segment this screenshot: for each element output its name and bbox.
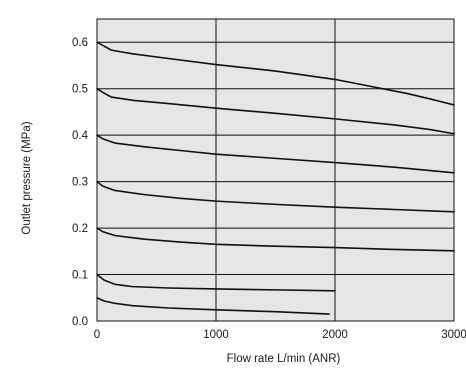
series-line-4 [96, 180, 455, 213]
y-tick-label: 0.4 [72, 130, 89, 142]
series-line-3 [96, 134, 455, 174]
y-axis-label: Outlet pressure (MPa) [21, 121, 33, 234]
x-tick-label: 2000 [322, 329, 348, 341]
x-tick-label: 3000 [441, 329, 466, 341]
series-line-6 [96, 273, 336, 292]
grid-layer [97, 19, 454, 321]
series-line-2 [96, 87, 455, 135]
y-tick-label: 0.1 [72, 270, 88, 282]
series-line-7 [96, 296, 330, 315]
y-tick-label: 0.0 [72, 316, 88, 328]
y-tick-label: 0.5 [72, 84, 88, 96]
y-tick-label: 0.3 [72, 177, 88, 189]
x-tick-label: 1000 [203, 329, 229, 341]
curves-layer [96, 41, 455, 315]
plot-background [96, 18, 455, 322]
x-axis-label: Flow rate L/min (ANR) [227, 353, 341, 365]
x-tick-label: 0 [94, 329, 100, 341]
series-line-5 [96, 227, 455, 252]
tick-labels: 0.0 0.1 0.2 0.3 0.4 0.5 0.6 0 1000 2000 3000 [72, 37, 466, 341]
y-tick-label: 0.6 [72, 37, 88, 49]
y-tick-label: 0.2 [72, 223, 88, 235]
series-line-1 [96, 41, 455, 106]
